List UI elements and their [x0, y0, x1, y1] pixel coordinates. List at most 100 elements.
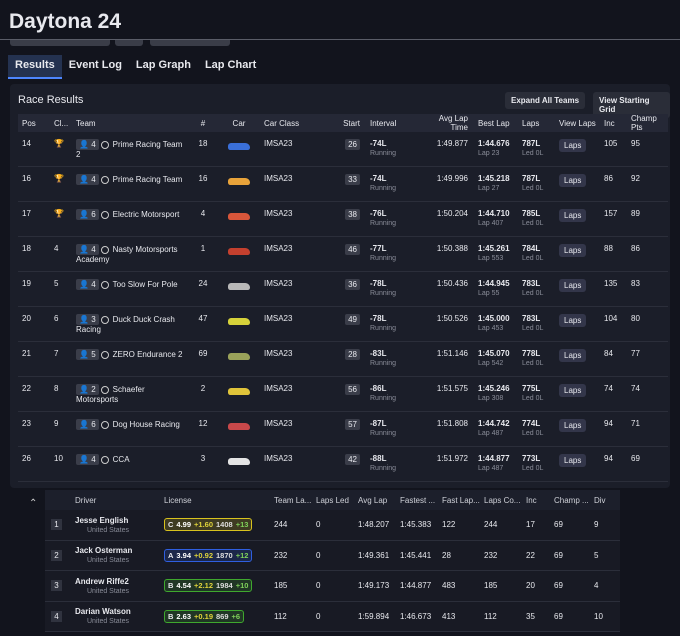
irating: 1870 [216, 550, 233, 560]
expand-icon[interactable] [100, 315, 109, 324]
car-image [218, 454, 260, 467]
view-laps-button[interactable]: Laps [559, 209, 587, 222]
view-laps: Laps [555, 209, 600, 222]
status: Running [370, 465, 397, 472]
team-cell: 👤 2 Schaefer Motorsports [72, 384, 188, 404]
expand-icon[interactable] [100, 455, 109, 464]
fast-lap: 28 [442, 550, 451, 560]
top-pill [10, 40, 110, 46]
start-value: 46 [345, 244, 360, 255]
start-value: 38 [345, 209, 360, 220]
expand-icon[interactable] [100, 210, 109, 219]
driver-count: 👤 4 [76, 279, 99, 290]
best-lap-on: Lap 27 [478, 185, 500, 192]
result-row: 26 10 👤 4 CCA 3 IMSA23 42 -88L Running 1:51.972 1:… [18, 447, 668, 482]
car-number: 69 [198, 349, 208, 358]
license-class: B [168, 611, 174, 621]
view-laps-button[interactable]: Laps [559, 314, 587, 327]
expand-icon[interactable] [100, 420, 109, 429]
view-laps-button[interactable]: Laps [559, 384, 587, 397]
div: 4 [594, 581, 599, 591]
view-laps-button[interactable]: Laps [559, 244, 587, 257]
view-laps-button[interactable]: Laps [559, 419, 587, 432]
column-header: Avg Lap Time [438, 114, 468, 132]
index: 2 [45, 549, 75, 561]
column-header: Interval [370, 118, 397, 128]
avg-lap: 1:50.526 [436, 314, 468, 323]
index: 4 [45, 610, 75, 622]
champ-points: 80 [631, 314, 640, 323]
tab[interactable]: Lap Graph [135, 59, 191, 71]
irating: 1984 [216, 581, 233, 591]
driver-name: Darian Watson [75, 607, 131, 617]
status: Running [370, 290, 397, 297]
view-laps-button[interactable]: Laps [559, 174, 587, 187]
interval: -76L Running [366, 209, 423, 227]
driver-count-value: 5 [91, 350, 96, 359]
incidents: 86 [604, 174, 613, 183]
view-laps: Laps [555, 174, 600, 187]
car-image [218, 174, 260, 187]
class-position-value: 5 [54, 279, 59, 288]
view-laps-button[interactable]: Laps [559, 279, 587, 292]
starting-grid-button[interactable]: View Starting Grid [593, 92, 670, 118]
irating-change: +10 [235, 581, 249, 591]
team-name: Schaefer Motorsports [76, 385, 145, 404]
laps: 787L Led 0L [518, 174, 555, 192]
tab[interactable]: Results [8, 55, 62, 79]
team-laps: 112 [274, 611, 287, 621]
expand-icon[interactable] [100, 140, 109, 149]
start: 28 [338, 349, 366, 360]
interval: -88L Running [366, 454, 423, 472]
car-shape [228, 178, 250, 185]
expand-icon[interactable] [100, 245, 109, 254]
driver: Jesse English United States [75, 516, 164, 534]
driver-count: 👤 4 [76, 454, 99, 465]
avg-lap: 1:49.996 [436, 174, 468, 183]
laps-value: 775L [522, 384, 541, 393]
collapse-caret[interactable]: ⌃ [29, 498, 38, 509]
driver: Darian Watson United States [75, 607, 164, 625]
tab[interactable]: Event Log [68, 59, 122, 71]
column-header: Inc [526, 495, 537, 505]
license: A 3.94 +0.92 1870 +12 [164, 548, 253, 562]
view-laps-button[interactable]: Laps [559, 349, 587, 362]
license-cell: B 2.63 +0.19 869 +6 [164, 609, 274, 623]
best-lap-on: Lap 487 [478, 430, 504, 437]
expand-button[interactable]: Expand All Teams [505, 92, 586, 109]
best-lap-value: 1:45.246 [478, 384, 510, 393]
expand-icon[interactable] [100, 350, 109, 359]
license-cell: A 3.94 +0.92 1870 +12 [164, 548, 274, 562]
best-lap-value: 1:44.742 [478, 419, 510, 428]
laps: 773L Led 0L [518, 454, 555, 472]
team-cell: 👤 6 Electric Motorsport [72, 209, 188, 220]
best-lap-value: 1:44.945 [478, 279, 510, 288]
view-laps-button[interactable]: Laps [559, 139, 587, 152]
expand-icon[interactable] [100, 175, 109, 184]
car-class: IMSA23 [264, 139, 293, 148]
column-header: Car Class [264, 118, 300, 128]
column-header: Inc [604, 118, 615, 128]
view-laps-button[interactable]: Laps [559, 454, 587, 467]
car-class: IMSA23 [264, 419, 293, 428]
tab[interactable]: Lap Chart [204, 59, 257, 71]
driver-name: Jesse English [75, 515, 129, 525]
table-body: 14 🏆 👤 4 Prime Racing Team 2 18 IMSA23 26 -74L R… [18, 132, 668, 482]
incidents: 74 [604, 384, 613, 393]
laps-led: Led 0L [522, 185, 544, 192]
incidents: 135 [604, 279, 618, 288]
sr-change: +2.12 [194, 581, 214, 591]
position: 23 [22, 419, 31, 428]
expand-icon[interactable] [100, 280, 109, 289]
car-number: 2 [200, 384, 206, 393]
car-number: 4 [200, 209, 206, 218]
class-position: 🏆 [50, 139, 72, 148]
results-panel: Race Results Expand All Teams View Start… [10, 84, 670, 488]
interval-value: -86L [370, 384, 387, 393]
laps-led: Led 0L [522, 150, 544, 157]
team-cell: 👤 4 Prime Racing Team [72, 174, 188, 185]
car-image [218, 244, 260, 257]
interval: -74L Running [366, 139, 423, 157]
expand-icon[interactable] [100, 385, 109, 394]
car-class: IMSA23 [264, 314, 293, 323]
